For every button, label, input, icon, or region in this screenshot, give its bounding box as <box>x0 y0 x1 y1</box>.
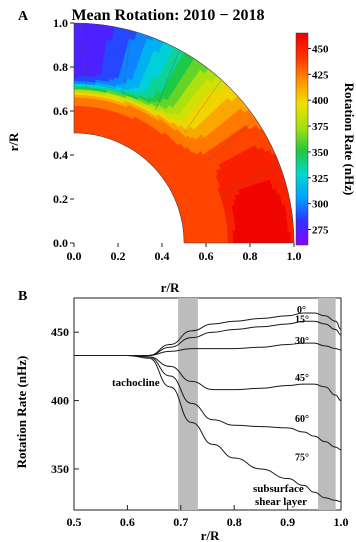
subsurface-annotation: subsurface <box>253 483 304 495</box>
colorbar <box>295 32 309 246</box>
colorbar-tick-label: 350 <box>312 147 329 159</box>
panel-b-xtick-label: 0.5 <box>67 515 82 529</box>
heatmap-cell <box>74 110 78 115</box>
shear-layer-annotation: shear layer <box>255 496 307 508</box>
colorbar-tick-label: 275 <box>312 224 329 236</box>
heatmap-cell <box>74 113 78 117</box>
panel-b-ytick-label: 350 <box>51 462 69 476</box>
series-label: 60° <box>295 414 309 425</box>
heatmap-cell <box>74 104 78 109</box>
colorbar-tick-label: 325 <box>312 173 329 185</box>
panel-b-xlabel: r/R <box>201 528 220 542</box>
shaded-regions <box>178 298 336 510</box>
colorbar-tick-label: 375 <box>312 121 329 133</box>
panel-b-xtick-label: 0.6 <box>120 515 135 529</box>
heatmap-cell <box>74 99 79 104</box>
panel-b-xtick-label: 0.7 <box>173 515 188 529</box>
colorbar-tick-label: 300 <box>312 199 329 211</box>
heatmap-cell <box>74 126 78 131</box>
panel-b: B 0°15°30°45°60°75° 0.5 0.6 0.7 0.8 0.9 1.035… <box>14 289 349 542</box>
panel-a: A Mean Rotation: 2010 − 2018 0.0 0.2 0.4 0.… <box>6 7 356 295</box>
shaded-region <box>318 298 336 510</box>
rotation-heatmap <box>74 23 294 243</box>
heatmap-cell <box>74 124 78 128</box>
rotation-profiles: 0°15°30°45°60°75° <box>73 305 342 503</box>
panel-b-xtick-label: 1.0 <box>334 515 349 529</box>
colorbar-tick-label: 450 <box>312 44 329 56</box>
heatmap-cell <box>74 88 79 93</box>
panel-b-ytick-label: 400 <box>51 394 69 408</box>
heatmap-cell <box>74 107 78 112</box>
panel-a-xtick-label: 0.6 <box>199 249 214 263</box>
panel-a-xtick-label: 0.4 <box>155 249 170 263</box>
panel-a-ylabel: r/R <box>6 132 21 151</box>
colorbar-ticks: 450 425 400 375 350 325 300 275 <box>308 44 329 236</box>
heatmap-cell <box>74 121 78 126</box>
panel-a-xlabel: r/R <box>161 280 180 295</box>
panel-b-frame <box>73 297 342 511</box>
panel-b-xtick-label: 0.9 <box>280 515 295 529</box>
panel-a-xtick-label: 1.0 <box>287 249 302 263</box>
panel-a-xtick-label: 0.8 <box>243 249 258 263</box>
heatmap-cell <box>74 93 79 98</box>
colorbar-tick-label: 400 <box>312 95 329 107</box>
panel-a-ytick-label: 0.2 <box>53 192 68 206</box>
panel-a-ytick-label: 0.6 <box>53 104 68 118</box>
panel-a-ytick-label: 0.8 <box>53 60 68 74</box>
series-label: 45° <box>295 373 309 384</box>
series-label: 30° <box>295 336 309 347</box>
profile-line <box>73 354 342 451</box>
heatmap-cell <box>74 118 78 123</box>
panel-b-xtick-label: 0.8 <box>227 515 242 529</box>
series-label: 75° <box>295 452 309 463</box>
panel-a-ytick-label: 0.0 <box>53 236 68 250</box>
colorbar-label: Rotation Rate (nHz) <box>342 83 356 196</box>
colorbar-tick-label: 425 <box>312 69 329 81</box>
panel-a-xtick-label: 0.0 <box>67 249 82 263</box>
panel-b-ytick-label: 450 <box>51 325 69 339</box>
panel-a-ytick-label: 1.0 <box>53 16 68 30</box>
heatmap-cell <box>74 91 79 95</box>
heatmap-cell <box>74 102 78 106</box>
panel-a-xtick-label: 0.2 <box>111 249 126 263</box>
series-label: 15° <box>295 314 309 325</box>
panel-a-letter: A <box>18 9 29 24</box>
panel-a-ytick-label: 0.4 <box>53 148 68 162</box>
panel-b-letter: B <box>18 289 27 304</box>
panel-a-title: Mean Rotation: 2010 − 2018 <box>71 7 264 24</box>
heatmap-cell <box>74 115 78 120</box>
tachocline-annotation: tachocline <box>112 377 160 389</box>
heatmap-cell <box>74 96 79 101</box>
panel-b-ylabel: Rotation Rate (nHz) <box>14 356 29 469</box>
